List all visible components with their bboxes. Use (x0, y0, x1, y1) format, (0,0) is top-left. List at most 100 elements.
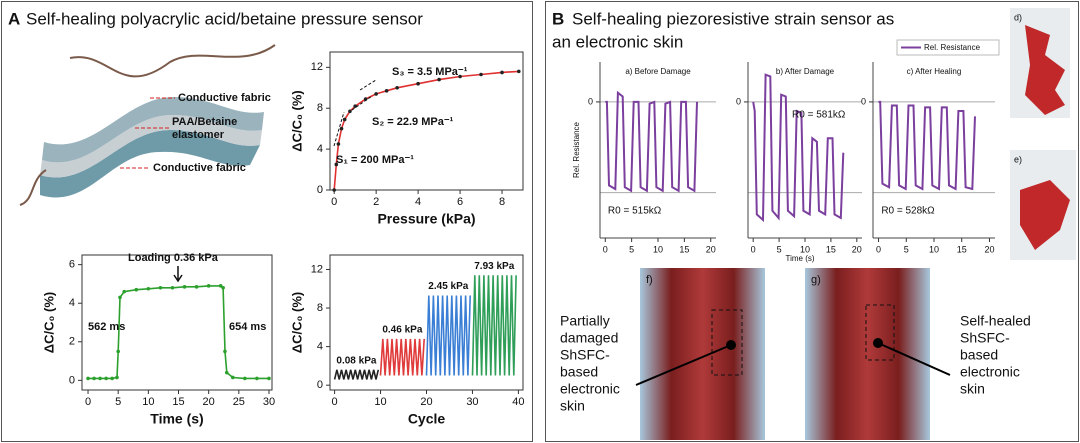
x-tick-label: 5 (777, 244, 782, 254)
slope-line (359, 79, 377, 91)
x-tick-label: 15 (679, 244, 689, 254)
data-line (425, 295, 471, 376)
x-tick-label: 25 (233, 396, 245, 408)
data-point (500, 70, 504, 75)
x-tick-label: 20 (203, 396, 215, 408)
x-tick-label: 30 (466, 396, 478, 408)
y-tick-label: 0 (317, 184, 323, 196)
subplot-title: a) Before Damage (625, 67, 691, 76)
x-tick-label: 10 (374, 396, 386, 408)
annotation: R0 = 515kΩ (608, 205, 662, 216)
data-point (230, 375, 235, 380)
diagram-label: PAA/Betaine (172, 116, 237, 128)
y-axis-label: Rel. Resistance (572, 121, 581, 178)
x-tick-label: 10 (653, 244, 663, 254)
panel-title: an electronic skin (552, 32, 683, 51)
annotation: skin (560, 398, 585, 414)
data-point (267, 376, 271, 381)
photos (635, 8, 1076, 440)
data-point (224, 370, 229, 375)
annotation: Partially (560, 313, 610, 329)
data-point (116, 349, 120, 354)
diagram-label: Conductive fabric (178, 92, 271, 104)
data-point (194, 285, 199, 289)
series-label: 0.08 kPa (336, 355, 376, 366)
annotation: based (960, 347, 998, 363)
series-label: 2.45 kPa (428, 281, 468, 292)
plot-frame (81, 254, 273, 391)
data-point (479, 72, 483, 77)
panel-title: Self-healing piezoresistive strain senso… (572, 9, 894, 28)
x-tick-label: 15 (172, 396, 184, 408)
y-tick-label: 0 (861, 96, 866, 106)
data-point (122, 289, 127, 294)
y-tick-label: 4 (69, 297, 75, 309)
annotation: based (560, 364, 598, 380)
annotation: R0 = 581kΩ (792, 109, 846, 120)
x-tick-label: 0 (603, 244, 608, 254)
y-tick-label: 6 (69, 259, 75, 271)
x-tick-label: 10 (142, 396, 154, 408)
slope-line (333, 111, 345, 147)
x-tick-label: 15 (957, 244, 967, 254)
data-point (332, 188, 336, 192)
x-tick-label: 10 (800, 244, 810, 254)
sensor-diagram (19, 44, 276, 206)
data-point (437, 77, 441, 82)
x-tick-label: 5 (904, 244, 909, 254)
annotation: S₃ = 3.5 MPa⁻¹ (392, 66, 468, 78)
diagram-label: elastomer (172, 129, 225, 141)
arrow (173, 266, 183, 283)
x-tick-label: 0 (332, 396, 338, 408)
data-line (379, 338, 425, 376)
data-point (517, 69, 521, 74)
x-tick-label: 6 (457, 196, 463, 208)
annotation: electronic (960, 364, 1020, 380)
diagram-label: Conductive fabric (153, 162, 246, 174)
series-label: 0.46 kPa (382, 325, 422, 336)
data-point (98, 376, 102, 381)
panel-a-border (1, 1, 533, 442)
annotation: 654 ms (229, 321, 266, 333)
x-axis-label: Cycle (408, 411, 446, 427)
y-axis-label: ΔC/C₀ (%) (289, 292, 304, 353)
x-axis-label: Time (s) (785, 254, 814, 263)
y-tick-label: 8 (317, 302, 323, 314)
x-tick-label: 0 (876, 244, 881, 254)
data-line (878, 100, 976, 191)
panel-title: Self-healing polyacrylic acid/betaine pr… (26, 9, 423, 28)
plot-frame (329, 51, 524, 191)
x-tick-label: 8 (499, 196, 505, 208)
data-point (339, 126, 344, 131)
y-tick-label: 0 (69, 374, 75, 386)
data-point (146, 286, 151, 291)
y-tick-label: 0 (588, 96, 593, 106)
data-point (416, 81, 420, 86)
data-line (752, 73, 845, 223)
series-label: 7.93 kPa (474, 261, 514, 272)
x-tick-label: 30 (263, 396, 275, 408)
x-axis-label: Time (s) (150, 411, 203, 427)
x-tick-label: 0 (751, 244, 756, 254)
y-axis-label: ΔC/C₀ (%) (41, 292, 56, 353)
photo-label: g) (811, 274, 821, 286)
panel-b-border (545, 1, 1079, 442)
data-point (206, 284, 211, 288)
subplot-title: b) After Damage (776, 67, 835, 76)
x-tick-label: 20 (420, 396, 432, 408)
x-tick-label: 5 (115, 396, 121, 408)
y-axis-label: ΔC/C₀ (%) (289, 90, 304, 151)
slope-line (351, 95, 373, 111)
data-point (134, 287, 139, 292)
y-tick-label: 0 (317, 379, 323, 391)
photo-label: e) (1014, 154, 1022, 164)
y-tick-label: 2 (69, 336, 75, 348)
y-tick-label: 12 (311, 61, 323, 73)
data-line (471, 275, 517, 376)
data-point (218, 284, 223, 288)
data-point (334, 162, 339, 167)
x-tick-label: 0 (331, 196, 337, 208)
photo-label: d) (1014, 12, 1022, 22)
annotation: Self-healed (960, 313, 1031, 329)
